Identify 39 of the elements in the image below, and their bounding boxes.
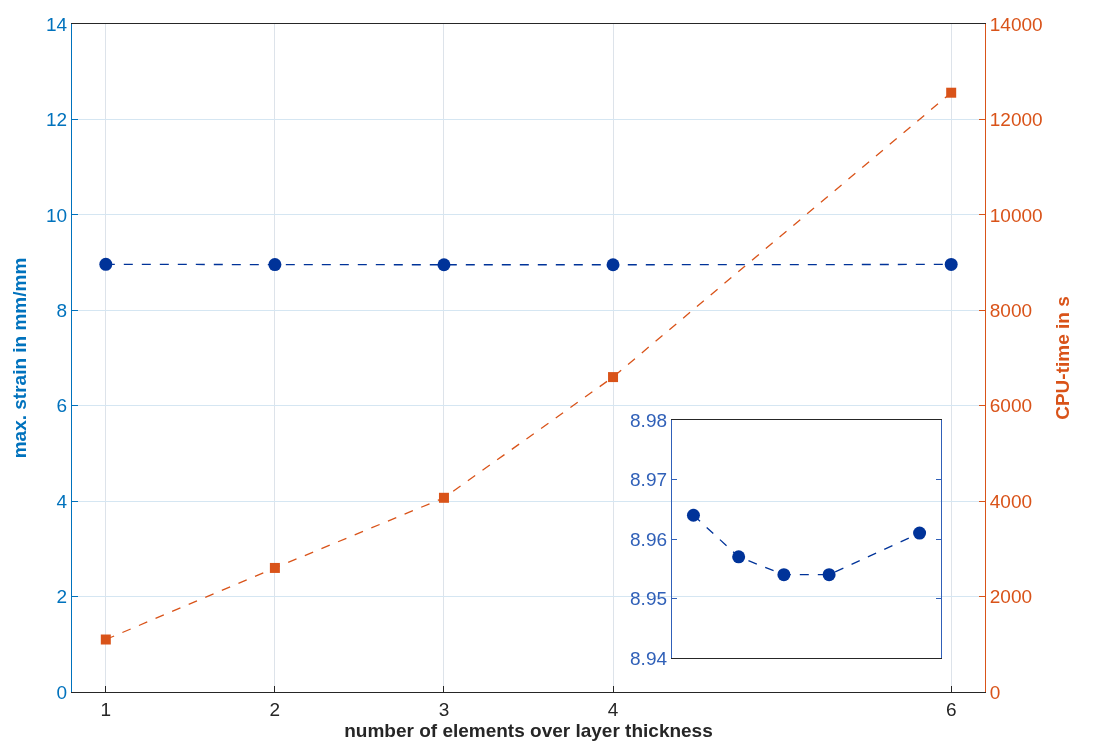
x-tick-label: 3	[438, 698, 450, 720]
point	[438, 492, 449, 503]
point	[946, 87, 957, 98]
y-tick-label: 10	[46, 204, 68, 226]
y-tick-label: 6	[56, 395, 68, 417]
y2-tick-label: 6000	[989, 395, 1033, 417]
x-axis-title: number of elements over layer thickness	[344, 719, 713, 741]
y2-tick-label: 4000	[989, 490, 1033, 512]
y-tick-label: 2	[56, 586, 68, 608]
x-tick-label: 2	[269, 698, 281, 720]
x-tick-label: 6	[945, 698, 957, 720]
y-tick-label: 8.97	[630, 469, 668, 491]
point	[686, 508, 700, 522]
point	[100, 634, 111, 645]
y2-tick-label: 10000	[989, 204, 1043, 226]
y2-tick-label: 2000	[989, 586, 1033, 608]
x-tick-label: 1	[100, 698, 112, 720]
point	[822, 568, 836, 582]
y-axis-title: max. strain in mm/mm	[8, 257, 30, 459]
point	[732, 550, 746, 564]
point	[777, 568, 791, 582]
y-tick-label: 8.96	[630, 528, 668, 550]
point	[269, 562, 280, 573]
y2-tick-label: 8000	[989, 299, 1033, 321]
y2-tick-label: 0	[989, 681, 1001, 703]
x-tick-label: 4	[607, 698, 619, 720]
y2-axis-title: CPU-time in s	[1052, 296, 1074, 420]
point	[608, 372, 619, 383]
y-tick-label: 8.95	[630, 588, 668, 610]
y2-tick-label: 12000	[989, 109, 1043, 131]
y-tick-label: 8.98	[630, 409, 668, 431]
y2-tick-label: 14000	[989, 13, 1043, 35]
y-tick-label: 8	[56, 299, 68, 321]
y-tick-label: 14	[46, 13, 68, 35]
y-tick-label: 4	[56, 490, 68, 512]
y-tick-label: 12	[46, 109, 68, 131]
y-tick-label: 8.94	[630, 647, 668, 669]
point	[913, 526, 927, 540]
y-tick-label: 0	[56, 681, 68, 703]
